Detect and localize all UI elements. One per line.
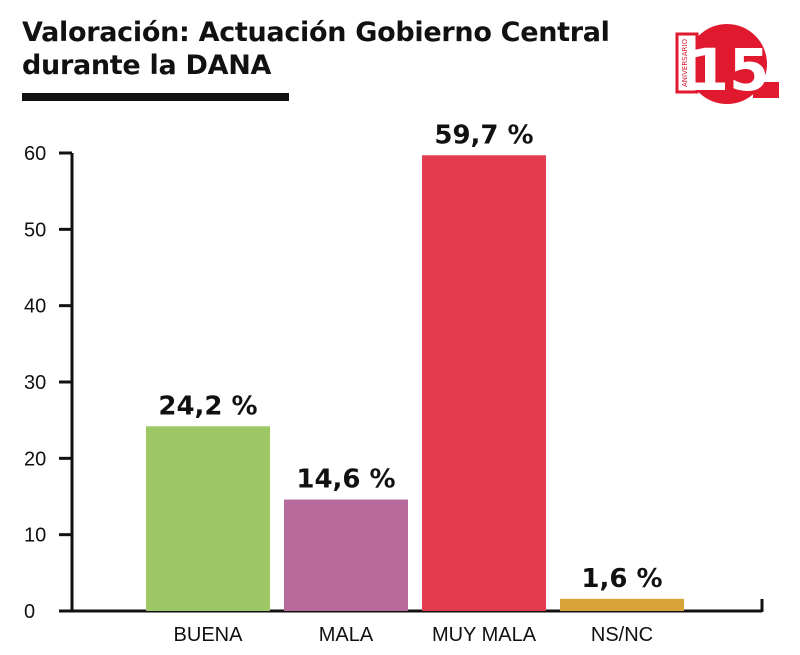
logo-tail: [753, 82, 779, 98]
chart-title-line-1: Valoración: Actuación Gobierno Central: [22, 17, 610, 48]
anniversary-logo: 15 ANIVERSARIO: [675, 24, 779, 104]
chart-title: Valoración: Actuación Gobierno Central d…: [22, 16, 662, 82]
logo-digit-one: [675, 32, 699, 94]
y-tick-label: 30: [24, 372, 46, 394]
bar: [422, 155, 546, 612]
logo-circle: [687, 24, 767, 104]
category-label: BUENA: [174, 624, 244, 646]
title-underline: [22, 93, 289, 101]
y-tick-label: 10: [24, 525, 46, 547]
data-label: 14,6 %: [296, 465, 395, 495]
category-label: NS/NC: [591, 624, 653, 646]
data-label: 59,7 %: [434, 120, 533, 150]
category-label: MUY MALA: [432, 624, 537, 646]
chart-title-line-2: durante la DANA: [22, 50, 272, 81]
y-tick-label: 0: [24, 601, 35, 623]
data-label: 24,2 %: [158, 391, 257, 421]
logo-number: 15: [689, 36, 770, 104]
y-tick-label: 60: [24, 143, 46, 165]
category-label: MALA: [319, 624, 374, 646]
y-tick-label: 40: [24, 296, 46, 318]
y-tick-label: 20: [24, 448, 46, 470]
data-label: 1,6 %: [581, 564, 662, 594]
y-tick-label: 50: [24, 219, 46, 241]
logo-text: ANIVERSARIO: [681, 39, 689, 87]
bar: [146, 426, 270, 611]
bar: [560, 598, 684, 611]
bar: [284, 499, 408, 611]
